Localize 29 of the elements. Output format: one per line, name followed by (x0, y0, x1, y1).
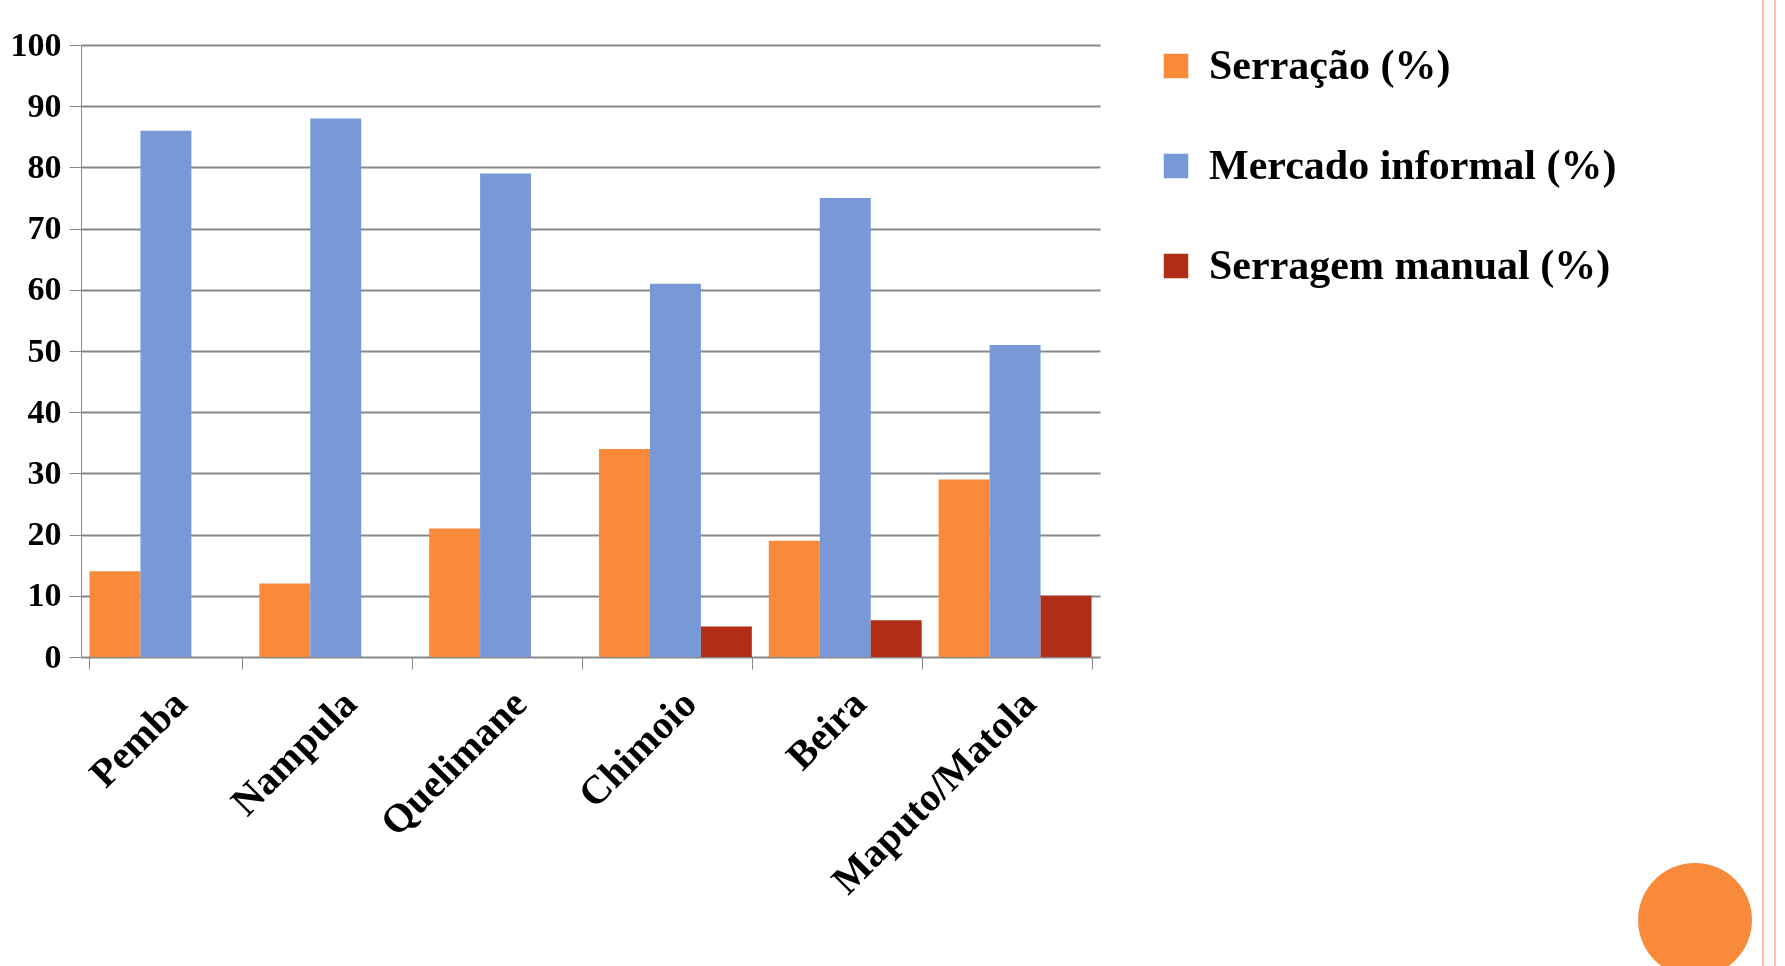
y-tick-label: 90 (27, 86, 62, 124)
bar (89, 571, 141, 657)
bar (700, 626, 752, 657)
legend-label: Serração (%) (1209, 42, 1451, 89)
y-tick-label: 60 (27, 270, 62, 308)
bar (819, 198, 871, 657)
y-tick-label: 10 (27, 576, 62, 614)
legend-label: Mercado informal (%) (1209, 142, 1617, 189)
legend-label: Serragem manual (%) (1209, 242, 1611, 289)
bar (140, 130, 192, 657)
y-tick-label: 0 (44, 637, 62, 675)
y-tick-label: 30 (27, 453, 62, 491)
bar (259, 583, 311, 657)
bar (768, 540, 820, 657)
bar (1040, 595, 1092, 657)
bar (310, 118, 362, 657)
bar (598, 448, 650, 657)
y-tick-label: 20 (27, 515, 62, 553)
bar (989, 344, 1041, 657)
bar (938, 479, 990, 657)
bar (480, 173, 532, 657)
bar (429, 528, 481, 657)
y-tick-label: 100 (10, 25, 62, 63)
y-tick-label: 50 (27, 331, 62, 369)
bar (870, 620, 922, 657)
y-tick-label: 40 (27, 392, 62, 430)
bar (649, 283, 701, 657)
y-tick-label: 80 (27, 147, 62, 185)
y-tick-label: 70 (27, 209, 62, 247)
